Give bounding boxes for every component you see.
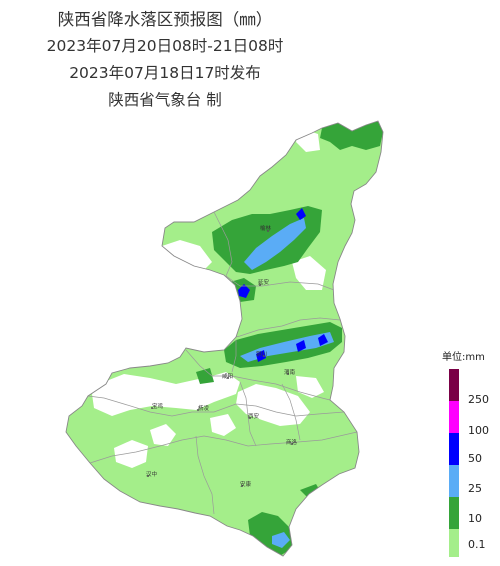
map-header: 陕西省降水落区预报图（㎜） 2023年07月20日08时-21日08时 2023… xyxy=(0,6,330,114)
legend-swatch-25-50 xyxy=(449,465,459,497)
legend-label-50: 50 xyxy=(468,452,482,465)
legend-label-10: 10 xyxy=(468,512,482,525)
legend-swatch-250plus xyxy=(449,369,459,401)
issuer: 陕西省气象台 制 xyxy=(108,91,222,109)
map-legend: 单位:mm 250 100 50 25 10 0.1 xyxy=(442,348,500,560)
map-title: 陕西省降水落区预报图（㎜） xyxy=(57,10,273,29)
city-label-xianyang: 咸阳 xyxy=(222,372,233,380)
district-boundaries xyxy=(87,211,358,515)
issue-time: 2023年07月18日17时发布 xyxy=(69,64,261,82)
city-dot-hanzhong xyxy=(147,475,149,477)
city-label-weinan: 渭南 xyxy=(284,368,296,376)
legend-title: 单位:mm xyxy=(442,352,485,363)
city-label-shangluo: 商洛 xyxy=(286,438,298,446)
legend-label-100: 100 xyxy=(468,424,489,437)
city-dot-xianyang xyxy=(227,377,229,379)
city-label-tongchuan: 铜川 xyxy=(256,350,267,358)
city-dot-shangluo xyxy=(291,443,293,445)
rainstorm-areas xyxy=(238,208,328,362)
city-dot-yanan xyxy=(259,284,261,286)
city-dot-weinan xyxy=(287,373,289,375)
city-label-ankang: 安康 xyxy=(240,480,252,488)
valid-period: 2023年07月20日08时-21日08时 xyxy=(46,37,284,55)
city-label-yangling: 杨凌 xyxy=(198,404,210,412)
city-label-xian: 西安 xyxy=(248,412,260,420)
city-label-baoji: 宝鸡 xyxy=(152,402,164,410)
legend-label-250: 250 xyxy=(468,393,489,406)
province-outline xyxy=(65,120,384,557)
city-dot-yulin xyxy=(267,230,269,232)
legend-swatch-0-1-10 xyxy=(449,529,459,557)
city-markers: 榆林 延安 铜川 渭南 咸阳 宝鸡 西安 杨凌 商洛 汉中 安康 xyxy=(146,224,298,488)
city-label-yulin: 榆林 xyxy=(260,224,272,232)
legend-swatch-100-250 xyxy=(449,401,459,433)
legend-label-25: 25 xyxy=(468,482,482,495)
city-dot-tongchuan xyxy=(263,355,265,357)
city-dot-xian xyxy=(249,417,251,419)
city-dot-baoji xyxy=(151,407,153,409)
city-dot-ankang xyxy=(241,485,243,487)
legend-label-0-1: 0.1 xyxy=(468,538,486,551)
city-dot-yangling xyxy=(197,409,199,411)
city-label-hanzhong: 汉中 xyxy=(146,470,157,478)
legend-swatch-10-25 xyxy=(449,497,459,529)
legend-swatch-50-100 xyxy=(449,433,459,465)
city-label-yanan: 延安 xyxy=(258,278,270,286)
